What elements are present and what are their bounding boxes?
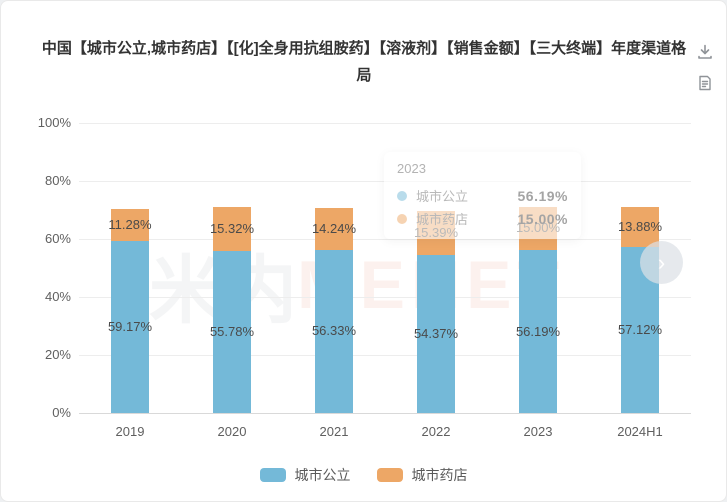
tooltip-category: 2023 <box>397 161 426 176</box>
bar-value-label: 11.28% <box>108 217 152 233</box>
bar-value-label: 13.88% <box>617 219 663 235</box>
page-title: 中国【城市公立,城市药店】【[化]全身用抗组胺药】【溶液剂】【销售金额】【三大终… <box>41 40 687 84</box>
bar-segment-城市药店-2020[interactable] <box>213 206 251 252</box>
legend-label: 城市公立 <box>294 467 351 483</box>
x-axis-tick-label: 2019 <box>115 424 145 439</box>
y-axis-tick-label: 20% <box>44 347 71 362</box>
bar-value-label: 54.37% <box>413 326 459 342</box>
tooltip-series-value: 15.00% <box>517 210 568 227</box>
bar-value-label: 55.78% <box>209 324 255 340</box>
bar-segment-城市药店-2024H1[interactable] <box>621 207 659 248</box>
x-axis-tick-label: 2020 <box>217 424 247 439</box>
series-dot-public <box>397 190 407 201</box>
bar-segment-城市药店-2019[interactable] <box>111 208 149 242</box>
next-chart-arrow-button[interactable]: › <box>640 241 683 284</box>
chevron-right-icon: › <box>657 249 666 275</box>
bar-segment-城市公立-2019[interactable] <box>111 241 149 413</box>
toolbar <box>696 43 714 92</box>
tooltip-row: 城市药店 15.00% <box>397 207 568 230</box>
x-axis-tick-label: 2022 <box>421 424 451 439</box>
legend-label: 城市药店 <box>411 467 468 483</box>
gridline-0 <box>79 413 691 414</box>
gridline-40 <box>79 297 691 298</box>
y-axis-tick-label: 0% <box>52 405 71 420</box>
bar-value-label: 56.33% <box>311 323 357 339</box>
bar-segment-城市公立-2023[interactable] <box>519 250 557 413</box>
bar-segment-城市药店-2021[interactable] <box>315 208 353 250</box>
bar-segment-城市公立-2020[interactable] <box>213 251 251 413</box>
download-icon[interactable] <box>696 43 714 61</box>
y-axis-tick-label: 60% <box>44 231 71 246</box>
gridline-20 <box>79 355 691 356</box>
bar-value-label: 56.19% <box>515 323 561 339</box>
report-document-icon[interactable] <box>696 74 714 92</box>
series-dot-pharmacy <box>397 213 407 224</box>
tooltip-series-name: 城市药店 <box>416 212 469 227</box>
tooltip-series-name: 城市公立 <box>416 189 469 204</box>
bar-value-label: 59.17% <box>107 319 153 335</box>
y-axis-tick-label: 40% <box>44 289 71 304</box>
legend-item-public[interactable]: 城市公立 <box>259 465 351 485</box>
bar-segment-城市公立-2021[interactable] <box>315 249 353 413</box>
bar-value-label: 15.32% <box>209 221 255 237</box>
chart-tooltip: 2023 城市公立 56.19% 城市药店 15.00% <box>384 152 581 239</box>
bar-segment-城市公立-2022[interactable] <box>417 255 455 413</box>
bar-value-label: 57.12% <box>617 322 663 338</box>
x-axis-tick-label: 2024H1 <box>617 424 663 439</box>
x-axis-tick-label: 2023 <box>523 424 553 439</box>
chart-legend: 城市公立 城市药店 <box>1 465 726 485</box>
legend-item-pharmacy[interactable]: 城市药店 <box>376 465 468 485</box>
menet-watermark: 米内 MENET <box>149 231 565 338</box>
tooltip-row: 城市公立 56.19% <box>397 184 568 207</box>
tooltip-series-value: 56.19% <box>517 187 568 204</box>
gridline-100 <box>79 123 691 124</box>
bar-value-label: 14.24% <box>311 220 357 236</box>
y-axis-tick-label: 80% <box>44 173 71 188</box>
gridline-60 <box>79 239 691 240</box>
legend-swatch-public <box>259 468 286 482</box>
legend-swatch-pharmacy <box>376 468 403 482</box>
x-axis-tick-label: 2021 <box>319 424 349 439</box>
y-axis-tick-label: 100% <box>37 115 71 130</box>
